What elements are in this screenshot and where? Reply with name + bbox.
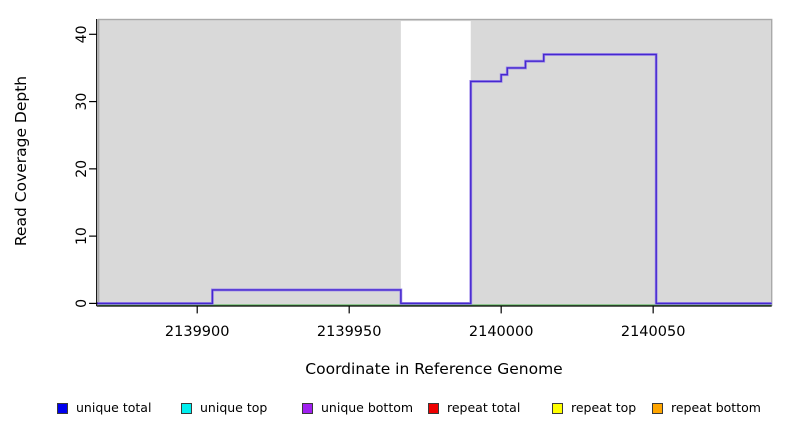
y-tick-label: 0 [74, 299, 90, 308]
legend-label: repeat top [571, 400, 637, 415]
x-tick-label: 2139950 [317, 324, 382, 340]
legend-item-unique-bottom: unique bottom [302, 399, 413, 417]
legend-label: repeat total [447, 400, 521, 415]
y-tick-label: 20 [74, 160, 90, 178]
legend-label: unique bottom [321, 400, 414, 415]
x-tick-label: 2140050 [621, 324, 686, 340]
unique-top-swatch-icon [181, 402, 192, 414]
coverage-step-line [96, 53, 772, 305]
x-tick-label: 2139900 [165, 324, 230, 340]
legend: unique total unique top unique bottom re… [0, 399, 792, 421]
unique-bottom-swatch-icon [302, 402, 313, 414]
legend-label: unique top [200, 400, 268, 415]
x-axis-title: Coordinate in Reference Genome [305, 360, 562, 378]
y-tick-label: 40 [74, 25, 90, 43]
y-tick-label: 30 [74, 93, 90, 111]
y-tick-label: 10 [74, 227, 90, 245]
x-tick-label: 2140000 [469, 324, 534, 340]
legend-label: repeat bottom [671, 400, 761, 415]
legend-item-repeat-bottom: repeat bottom [652, 399, 761, 417]
repeat-bottom-swatch-icon [652, 402, 663, 414]
legend-item-repeat-total: repeat total [428, 399, 520, 417]
legend-item-repeat-top: repeat top [552, 399, 636, 417]
legend-label: unique total [76, 400, 152, 415]
legend-item-unique-top: unique top [181, 399, 267, 417]
repeat-top-swatch-icon [552, 402, 563, 414]
zero-coverage-gap [400, 21, 471, 303]
legend-item-unique-total: unique total [57, 399, 151, 417]
unique-total-swatch-icon [57, 402, 68, 414]
y-axis-title: Read Coverage Depth [12, 76, 30, 246]
repeat-total-swatch-icon [428, 402, 439, 414]
